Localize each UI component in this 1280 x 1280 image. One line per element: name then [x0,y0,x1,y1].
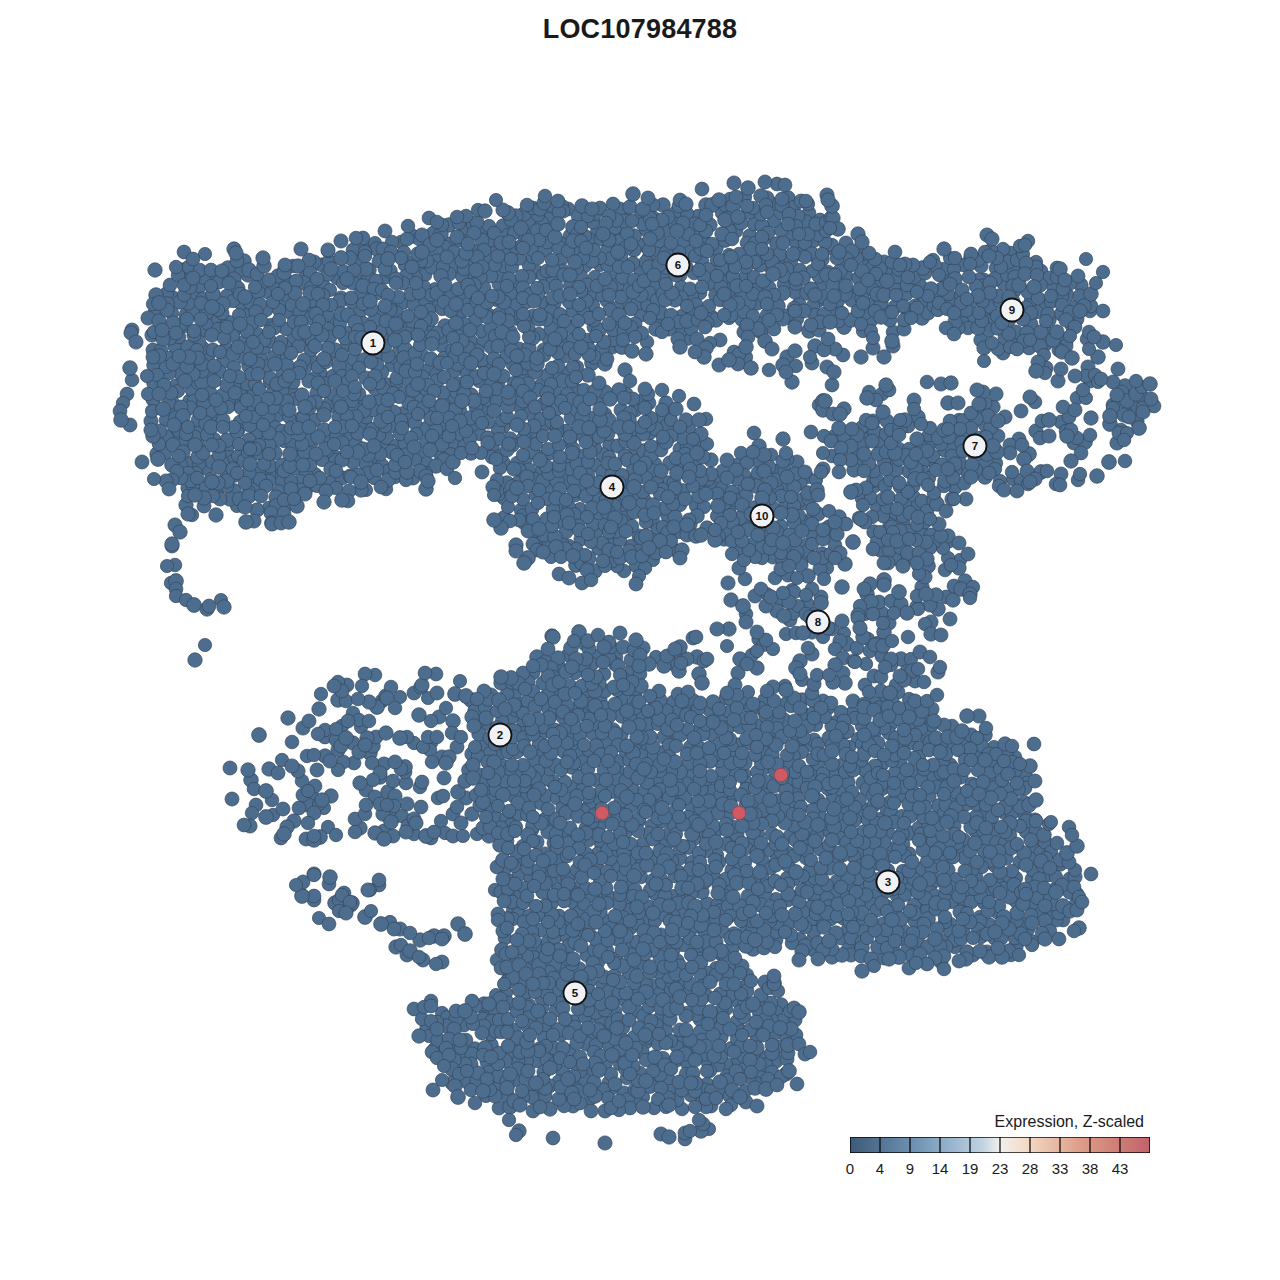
svg-text:5: 5 [572,987,579,999]
svg-text:7: 7 [972,440,978,452]
svg-text:9: 9 [1009,304,1015,316]
svg-text:8: 8 [815,616,822,628]
svg-text:10: 10 [756,510,769,522]
svg-text:6: 6 [675,259,681,271]
svg-text:2: 2 [497,729,503,741]
svg-text:1: 1 [370,337,377,349]
svg-text:3: 3 [885,876,891,888]
svg-text:4: 4 [609,481,616,493]
